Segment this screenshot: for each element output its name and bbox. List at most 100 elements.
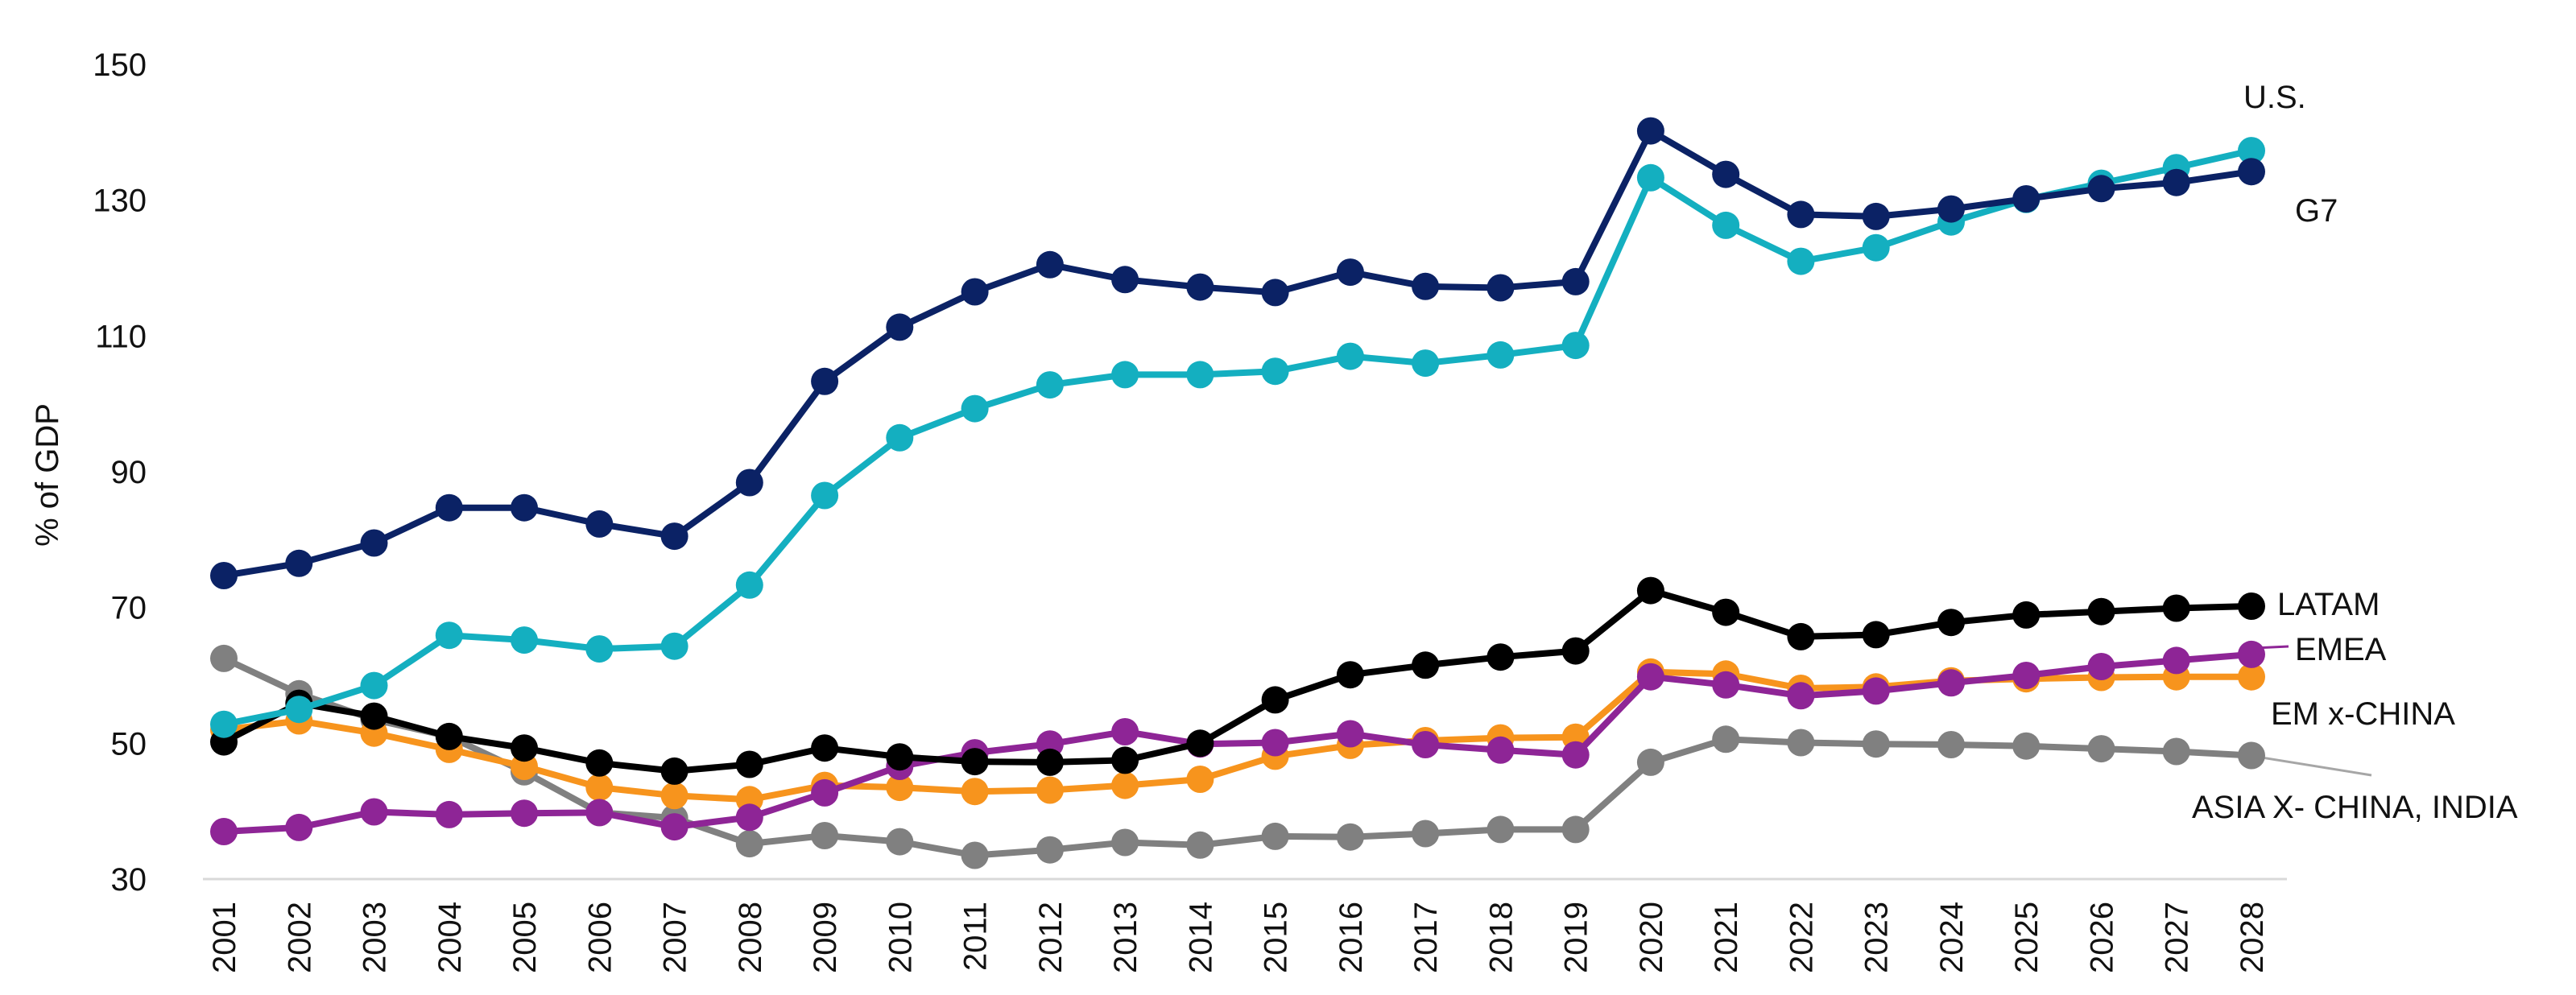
u-s-point — [210, 710, 238, 738]
g7-point — [961, 278, 989, 306]
x-tick-label: 2015 — [1259, 902, 1294, 973]
u-s-line — [221, 147, 2255, 728]
latam-point — [1336, 661, 1364, 689]
x-tick-label: 2004 — [432, 902, 468, 973]
asia-x-china-india-series-label: ASIA X- CHINA, INDIA — [2192, 790, 2518, 825]
emea-point — [1862, 677, 1890, 705]
emea-point — [285, 813, 313, 841]
u-s-point — [585, 635, 614, 663]
asia-x-china-india-point — [1186, 831, 1214, 859]
asia-x-china-india-point — [210, 644, 238, 672]
g7-point — [210, 562, 238, 589]
em-x-china-point — [1111, 771, 1139, 799]
g7-line — [221, 127, 2255, 579]
em-x-china-point — [1036, 776, 1064, 804]
g7-point — [1712, 160, 1740, 188]
latam-point — [2238, 592, 2265, 620]
u-s-point — [1561, 332, 1590, 360]
latam-point — [1862, 621, 1890, 649]
em-x-china-series-label: EM x-CHINA — [2271, 696, 2455, 732]
y-tick-label: 50 — [111, 726, 147, 762]
x-tick-label: 2011 — [958, 902, 994, 971]
u-s-point — [2238, 137, 2265, 165]
g7-point — [1186, 273, 1214, 301]
em-x-china-point — [961, 778, 989, 806]
x-tick-label: 2013 — [1108, 902, 1143, 973]
g7-point — [811, 367, 839, 395]
latam-point — [585, 749, 614, 777]
u-s-point — [360, 671, 388, 700]
emea-point — [1336, 720, 1364, 748]
x-tick-label: 2018 — [1483, 902, 1519, 973]
emea-point — [1412, 731, 1440, 758]
g7-point — [2162, 168, 2190, 196]
emea-point — [2012, 662, 2041, 689]
emea-point — [1111, 718, 1139, 745]
g7-point — [2012, 185, 2041, 213]
em-x-china-point — [886, 774, 914, 802]
asia-x-china-india-point — [886, 828, 914, 856]
u-s-point — [285, 696, 313, 724]
asia-x-china-india-point — [961, 841, 989, 869]
y-axis-title: % of GDP — [30, 403, 65, 547]
g7-point — [1862, 202, 1890, 230]
asia-x-china-india-point — [1486, 815, 1515, 844]
asia-x-china-india-point — [1862, 730, 1890, 758]
latam-point — [1486, 643, 1515, 671]
emea-point — [735, 803, 763, 832]
x-tick-label: 2005 — [507, 902, 543, 973]
asia-x-china-india-point — [2238, 741, 2265, 770]
latam-point — [886, 743, 914, 771]
emea-series-label: EMEA — [2295, 632, 2387, 667]
x-tick-label: 2007 — [658, 902, 693, 973]
asia-x-china-india-point — [735, 830, 763, 858]
u-s-point — [961, 394, 989, 423]
x-axis-tick-labels: 2001 2002 2003 2004 2005 2006 2007 2008 2009 2010… — [207, 902, 2270, 973]
latam-point — [1787, 622, 1815, 650]
emea-point — [1486, 736, 1515, 764]
em-x-china-point — [2238, 663, 2265, 691]
x-tick-label: 2020 — [1634, 902, 1669, 973]
latam-line — [221, 587, 2255, 774]
latam-point — [1261, 686, 1289, 714]
g7-point — [735, 469, 763, 497]
u-s-point — [1636, 163, 1664, 192]
latam-point — [1712, 598, 1740, 626]
em-x-china-point — [585, 774, 614, 802]
series-layer — [210, 117, 2265, 869]
x-tick-label: 2012 — [1033, 902, 1069, 973]
emea-point — [1561, 741, 1590, 769]
latam-point — [1186, 729, 1214, 758]
g7-point — [585, 510, 614, 538]
emea-line — [221, 650, 2255, 835]
x-tick-label: 2026 — [2084, 902, 2119, 973]
u-s-point — [1862, 233, 1890, 262]
asia-x-china-india-point — [1636, 748, 1664, 776]
u-s-point — [1486, 341, 1515, 369]
emea-point — [1787, 682, 1815, 710]
x-tick-label: 2009 — [808, 902, 843, 973]
latam-point — [1111, 746, 1139, 774]
x-tick-label: 2022 — [1784, 902, 1819, 973]
latam-point — [2087, 597, 2115, 625]
u-s-point — [1261, 357, 1289, 386]
latam-point — [811, 734, 839, 762]
y-axis-tick-labels: 30 50 70 90 110 130 150 — [93, 47, 147, 898]
g7-point — [360, 529, 388, 557]
asia-x-china-india-point — [1712, 725, 1740, 753]
g7-point — [1636, 117, 1664, 145]
u-s-point — [660, 632, 688, 660]
asia-x-china-india-point — [2012, 732, 2041, 760]
g7-series — [210, 117, 2265, 589]
x-tick-label: 2002 — [282, 902, 317, 973]
emea-point — [2162, 646, 2190, 675]
g7-point — [1486, 274, 1515, 302]
g7-point — [1787, 200, 1815, 229]
latam-point — [435, 722, 463, 750]
latam-point — [2162, 594, 2190, 622]
y-tick-label: 30 — [111, 862, 147, 898]
x-tick-label: 2017 — [1408, 902, 1444, 973]
asia-x-china-india-point — [811, 822, 839, 849]
latam-point — [1636, 576, 1664, 605]
